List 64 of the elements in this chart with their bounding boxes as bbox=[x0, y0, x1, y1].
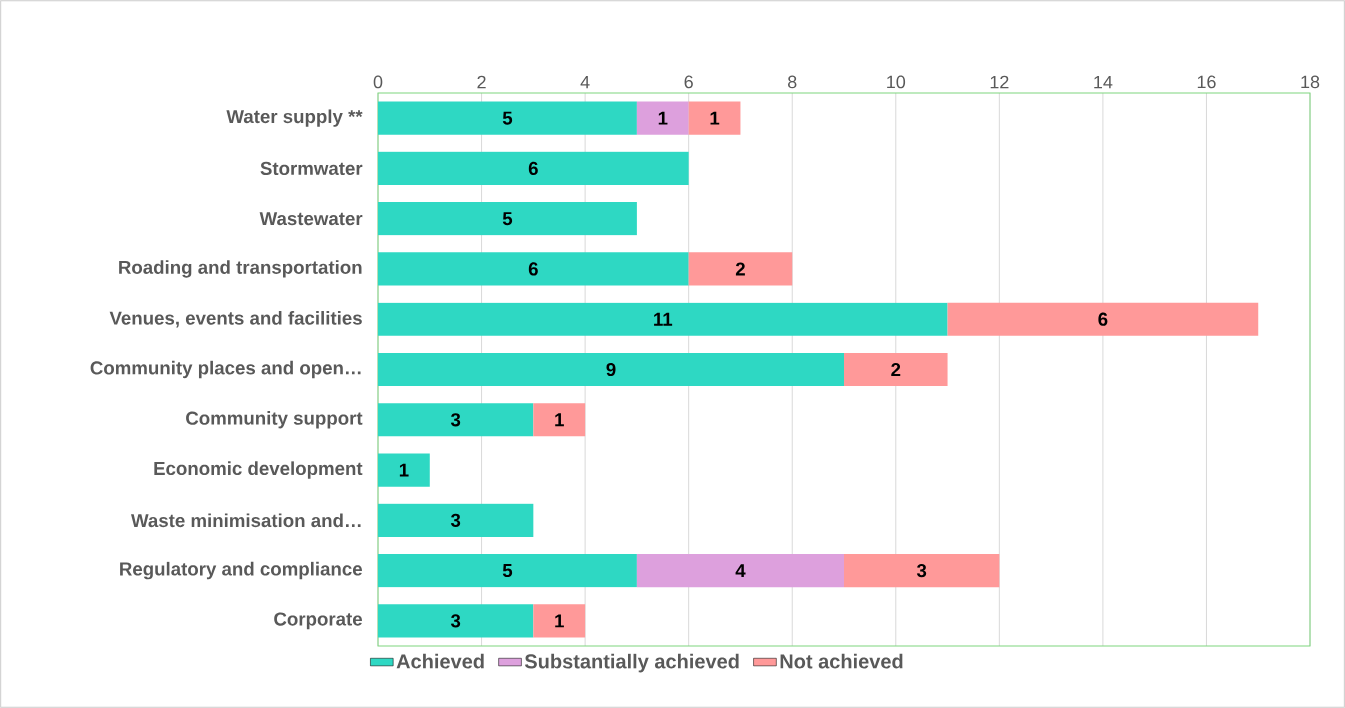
y-tick-label: Community support bbox=[186, 411, 363, 429]
y-tick-label: Regulatory and compliance bbox=[120, 561, 362, 580]
y-tick-label: Community places and open… bbox=[90, 360, 361, 379]
y-tick-label: Roading and transportation bbox=[119, 260, 362, 278]
data-label: 1 bbox=[555, 413, 564, 427]
x-tick-label: 18 bbox=[1301, 75, 1320, 89]
data-label: 9 bbox=[606, 362, 616, 377]
bar bbox=[688, 101, 741, 135]
x-tick-label: 6 bbox=[684, 75, 693, 89]
bar bbox=[378, 503, 534, 537]
data-label: 3 bbox=[450, 614, 461, 628]
bar bbox=[378, 604, 534, 638]
data-label: 3 bbox=[450, 513, 461, 527]
data-label: 3 bbox=[916, 563, 927, 578]
bar bbox=[844, 554, 1000, 588]
bar bbox=[636, 554, 845, 588]
bar bbox=[947, 302, 1259, 336]
bar bbox=[378, 403, 534, 437]
y-tick-label: Water supply ** bbox=[226, 109, 363, 127]
y-tick-label: Wastewater bbox=[259, 212, 363, 226]
y-tick-label: Corporate bbox=[274, 612, 362, 630]
bar bbox=[844, 352, 948, 387]
bar bbox=[378, 352, 845, 387]
y-tick-label: Economic development bbox=[154, 461, 363, 479]
data-label: 4 bbox=[735, 564, 746, 578]
data-label: 1 bbox=[399, 463, 409, 477]
data-label: 1 bbox=[710, 111, 720, 125]
bar bbox=[378, 202, 637, 236]
data-label: 1 bbox=[658, 111, 668, 125]
y-tick-label: Waste minimisation and… bbox=[131, 513, 361, 528]
x-tick-label: 12 bbox=[990, 75, 1009, 89]
x-tick-label: 2 bbox=[477, 75, 486, 89]
bar bbox=[378, 554, 637, 588]
x-tick-label: 14 bbox=[1094, 75, 1113, 89]
data-label: 3 bbox=[450, 413, 461, 427]
data-label: 6 bbox=[528, 262, 538, 276]
bar bbox=[378, 453, 430, 487]
bar bbox=[533, 403, 586, 437]
bar bbox=[378, 101, 637, 135]
data-label: 5 bbox=[502, 212, 513, 226]
data-label: 6 bbox=[1098, 312, 1108, 326]
y-tick-label: Stormwater bbox=[260, 161, 363, 176]
x-tick-label: 0 bbox=[373, 75, 383, 89]
data-label: 5 bbox=[502, 564, 513, 578]
legend-label: Not achieved bbox=[780, 653, 903, 669]
bar bbox=[378, 151, 689, 185]
data-label: 2 bbox=[735, 262, 745, 276]
bar bbox=[378, 302, 948, 336]
data-label: 2 bbox=[891, 362, 901, 377]
x-tick-label: 8 bbox=[788, 75, 797, 89]
bar bbox=[636, 101, 689, 135]
x-tick-label: 16 bbox=[1197, 75, 1216, 89]
legend-label: Achieved bbox=[396, 653, 484, 669]
x-tick-label: 10 bbox=[887, 75, 906, 89]
data-label: 1 bbox=[555, 614, 564, 628]
legend-label: Substantially achieved bbox=[524, 653, 739, 673]
y-tick-label: Venues, events and facilities bbox=[109, 311, 362, 328]
x-tick-label: 4 bbox=[580, 75, 590, 89]
data-label: 6 bbox=[528, 161, 538, 176]
bar bbox=[533, 604, 586, 638]
data-label: 5 bbox=[502, 111, 513, 125]
bar bbox=[688, 252, 793, 286]
bar bbox=[378, 252, 689, 286]
data-label: 11 bbox=[654, 312, 673, 326]
